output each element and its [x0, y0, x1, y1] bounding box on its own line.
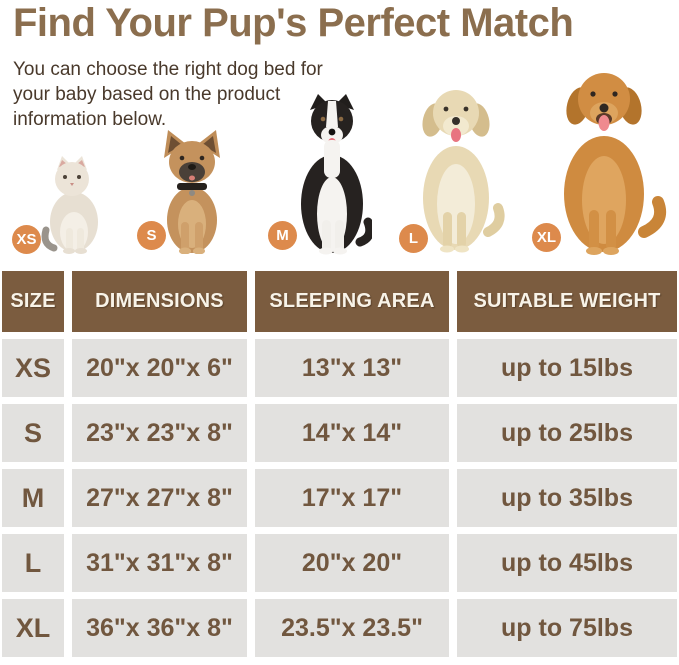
golden-retriever-image: [564, 73, 667, 255]
page-subtitle: You can choose the right dog bed for you…: [13, 57, 323, 132]
size-chart-table: SIZE DIMENSIONS SLEEPING AREA SUITABLE W…: [2, 271, 677, 657]
subtitle-line-1: You can choose the right dog bed for: [13, 59, 323, 80]
size-badge-m: M: [268, 221, 297, 250]
subtitle-line-2: your baby based on the product: [13, 84, 281, 105]
cell-s-suitable-weight: up to 25lbs: [457, 404, 677, 462]
cell-m-sleeping-area: 17"x 17": [255, 469, 449, 527]
cell-m-dimensions: 27"x 27"x 8": [72, 469, 247, 527]
size-badge-xl: XL: [532, 223, 561, 252]
cell-l-dimensions: 31"x 31"x 8": [72, 534, 247, 592]
cell-xl-sleeping-area: 23.5"x 23.5": [255, 599, 449, 657]
cat-image: [41, 156, 98, 254]
size-badge-l: L: [399, 224, 428, 253]
cell-xs-dimensions: 20"x 20"x 6": [72, 339, 247, 397]
golden-retriever-light-image: [422, 90, 505, 253]
column-header-size: SIZE: [2, 271, 64, 332]
column-header-sleeping-area: SLEEPING AREA: [255, 271, 449, 332]
size-badge-s: S: [137, 221, 166, 250]
column-header-suitable-weight: SUITABLE WEIGHT: [457, 271, 677, 332]
cell-l-size: L: [2, 534, 64, 592]
size-badge-xs: XS: [12, 225, 41, 254]
subtitle-line-3: information below.: [13, 109, 167, 130]
cell-l-suitable-weight: up to 45lbs: [457, 534, 677, 592]
page-title: Find Your Pup's Perfect Match: [13, 1, 574, 45]
cell-s-size: S: [2, 404, 64, 462]
cell-xs-sleeping-area: 13"x 13": [255, 339, 449, 397]
cell-l-sleeping-area: 20"x 20": [255, 534, 449, 592]
cell-s-sleeping-area: 14"x 14": [255, 404, 449, 462]
cell-m-size: M: [2, 469, 64, 527]
cell-xl-suitable-weight: up to 75lbs: [457, 599, 677, 657]
french-bulldog-image: [164, 130, 220, 254]
column-header-dimensions: DIMENSIONS: [72, 271, 247, 332]
cell-xl-dimensions: 36"x 36"x 8": [72, 599, 247, 657]
cell-s-dimensions: 23"x 23"x 8": [72, 404, 247, 462]
cell-xl-size: XL: [2, 599, 64, 657]
cell-m-suitable-weight: up to 35lbs: [457, 469, 677, 527]
cell-xs-size: XS: [2, 339, 64, 397]
cell-xs-suitable-weight: up to 15lbs: [457, 339, 677, 397]
border-collie-image: [301, 94, 372, 255]
